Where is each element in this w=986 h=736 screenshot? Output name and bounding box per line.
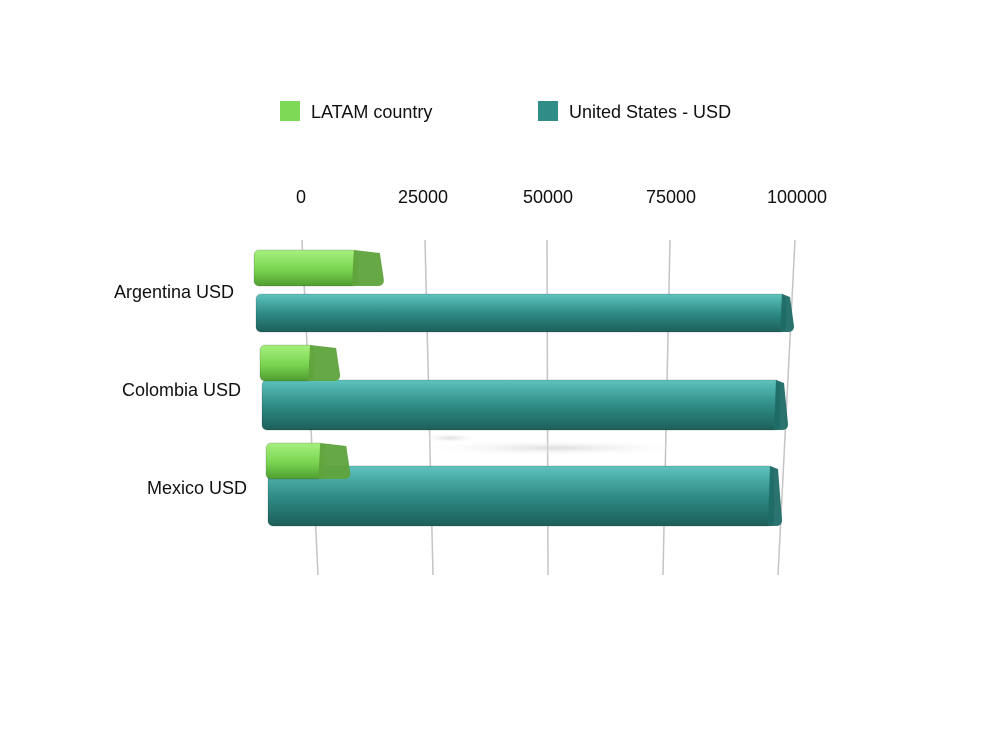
x-tick-label: 25000 xyxy=(398,187,448,207)
bar-united-states xyxy=(267,465,782,527)
x-tick-label: 0 xyxy=(296,187,306,207)
category-label: Mexico USD xyxy=(147,478,247,498)
x-tick-label: 50000 xyxy=(523,187,573,207)
x-tick-label: 75000 xyxy=(646,187,696,207)
bar-shadow xyxy=(415,433,695,456)
x-tick-label: 100000 xyxy=(767,187,827,207)
bar-latam xyxy=(265,442,351,480)
bar-latam xyxy=(259,344,341,382)
category-label: Argentina USD xyxy=(114,282,234,302)
legend: LATAM country United States - USD xyxy=(280,101,731,122)
legend-label-us: United States - USD xyxy=(569,102,731,122)
legend-swatch-us xyxy=(538,101,558,121)
bar-united-states xyxy=(255,293,794,333)
bars xyxy=(253,249,794,527)
bar-united-states xyxy=(261,379,788,431)
legend-swatch-latam xyxy=(280,101,300,121)
category-labels: Argentina USD Colombia USD Mexico USD xyxy=(114,282,247,498)
bar-latam xyxy=(253,249,384,287)
category-label: Colombia USD xyxy=(122,380,241,400)
legend-label-latam: LATAM country xyxy=(311,102,432,122)
x-axis-tick-labels: 0 25000 50000 75000 100000 xyxy=(296,187,827,207)
